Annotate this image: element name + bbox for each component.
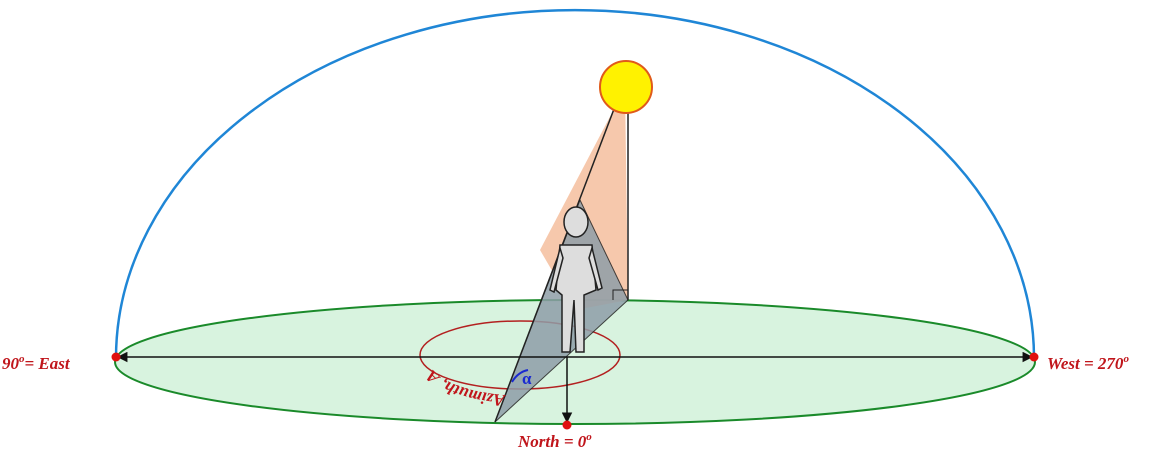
person [549, 206, 603, 353]
west-label: West = 270o [1047, 353, 1129, 373]
degree-sign: o [586, 431, 592, 443]
east-degrees: 90 [2, 354, 20, 373]
degree-sign: o [1123, 353, 1129, 365]
west-point [1029, 352, 1039, 362]
altitude-arc [511, 369, 529, 383]
east-point [111, 352, 121, 362]
north-label: North = 0o [517, 431, 592, 451]
north-name: North = 0 [517, 432, 587, 451]
north-point [562, 420, 572, 430]
east-name: = East [25, 354, 71, 373]
sky-dome [114, 8, 1036, 359]
east-label: 90o= East [2, 353, 71, 373]
west-name: West = 270 [1047, 354, 1124, 373]
right-angle [612, 289, 628, 300]
degree-sign: o [19, 353, 25, 365]
altitude-label: α [522, 369, 532, 388]
sun [599, 60, 653, 114]
